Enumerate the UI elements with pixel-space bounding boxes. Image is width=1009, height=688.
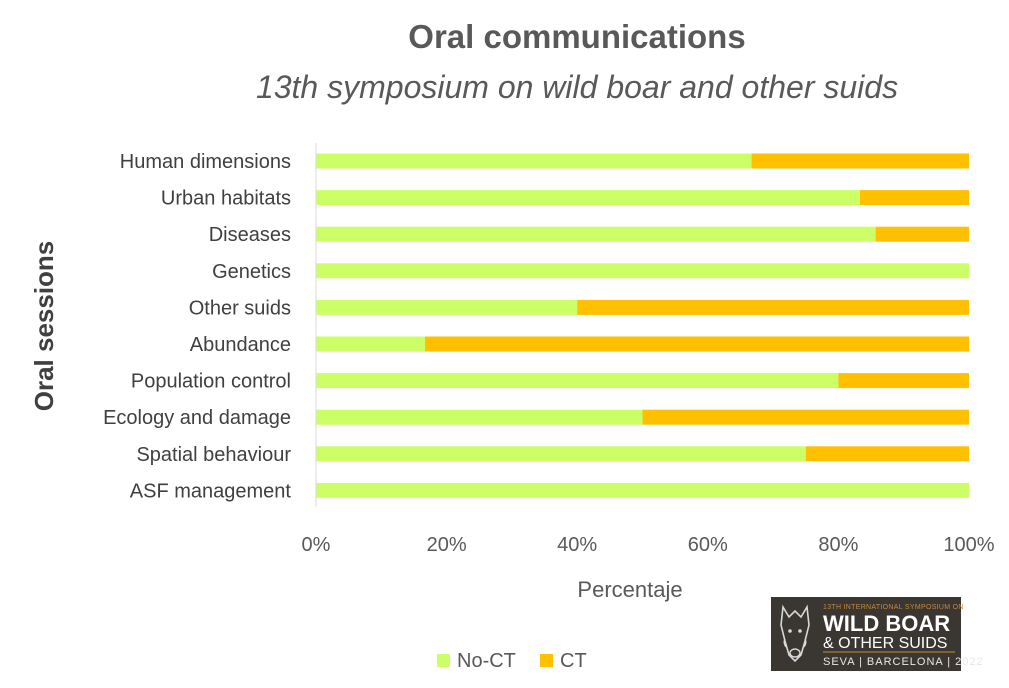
bar-ct-8 — [805, 446, 969, 462]
x-axis-label: Percentaje — [577, 577, 682, 602]
bar-no-ct-2 — [316, 226, 876, 242]
x-tick-label: 80% — [818, 534, 858, 556]
category-label: Abundance — [190, 334, 291, 356]
x-tick-label: 60% — [688, 534, 728, 556]
boar-head-icon — [780, 604, 810, 663]
bar-no-ct-3 — [316, 263, 969, 279]
logo-background — [771, 597, 961, 671]
bar-ct-0 — [751, 153, 969, 169]
legend: No-CT CT — [437, 650, 587, 672]
category-label: Spatial behaviour — [136, 444, 291, 466]
chart-title: Oral communications — [408, 18, 745, 55]
bar-no-ct-8 — [316, 446, 806, 462]
category-label: ASF management — [130, 480, 292, 502]
logo-line-1: 13TH INTERNATIONAL SYMPOSIUM ON — [823, 604, 964, 611]
category-label: Genetics — [212, 261, 291, 283]
bar-ct-6 — [838, 373, 969, 389]
bar-no-ct-5 — [316, 336, 426, 352]
category-label: Other suids — [189, 297, 291, 319]
category-label: Population control — [131, 371, 291, 393]
x-tick-label: 40% — [557, 534, 597, 556]
bar-ct-5 — [425, 336, 969, 352]
symposium-logo: 13TH INTERNATIONAL SYMPOSIUM ON WILD BOA… — [771, 597, 984, 671]
bar-no-ct-6 — [316, 373, 839, 389]
bars-group — [316, 153, 969, 498]
legend-swatch-ct — [540, 654, 553, 667]
category-label: Ecology and damage — [103, 407, 291, 429]
bar-no-ct-9 — [316, 482, 969, 498]
x-tick-label: 0% — [302, 534, 331, 556]
x-tick-labels: 0% 20% 40% 60% 80% 100% — [302, 534, 995, 556]
category-labels: Human dimensions Urban habitats Diseases G… — [103, 151, 291, 502]
x-tick-label: 20% — [427, 534, 467, 556]
category-label: Human dimensions — [120, 151, 291, 173]
legend-swatch-no-ct — [437, 654, 450, 667]
logo-line-3: & OTHER SUIDS — [823, 635, 947, 652]
bar-ct-4 — [577, 299, 969, 315]
chart-subtitle: 13th symposium on wild boar and other su… — [256, 69, 898, 105]
bar-ct-1 — [859, 190, 969, 206]
bar-no-ct-7 — [316, 409, 643, 425]
legend-label-ct: CT — [560, 650, 587, 672]
bar-no-ct-0 — [316, 153, 752, 169]
bar-no-ct-4 — [316, 299, 578, 315]
logo-line-2: WILD BOAR — [823, 611, 950, 636]
bar-no-ct-1 — [316, 190, 860, 206]
category-label: Urban habitats — [161, 188, 291, 210]
bar-ct-2 — [875, 226, 969, 242]
logo-line-4: SEVA | BARCELONA | 2022 — [823, 656, 984, 668]
y-axis-label: Oral sessions — [29, 241, 59, 412]
x-tick-label: 100% — [943, 534, 994, 556]
bar-ct-7 — [642, 409, 969, 425]
legend-label-no-ct: No-CT — [457, 650, 516, 672]
category-label: Diseases — [209, 224, 291, 246]
